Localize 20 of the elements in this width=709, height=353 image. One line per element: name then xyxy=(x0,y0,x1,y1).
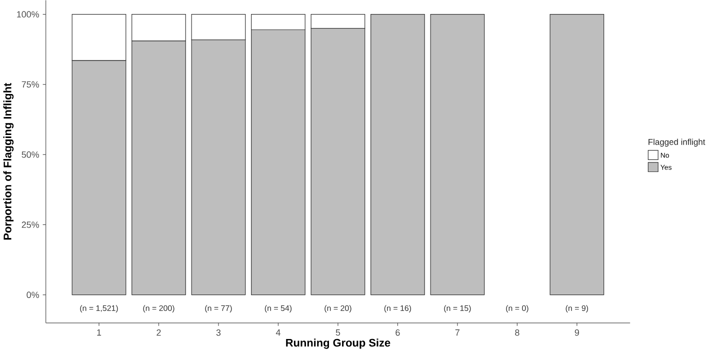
y-axis-title: Porportion of Flagging Inflight xyxy=(3,83,14,240)
x-tick-label: 5 xyxy=(336,329,340,336)
x-tick-label: 6 xyxy=(396,329,400,336)
bar xyxy=(550,14,604,296)
y-tick-label: 0% xyxy=(26,292,39,298)
y-tick-label: 25% xyxy=(22,222,39,228)
x-tick-label: 1 xyxy=(97,329,102,336)
y-tick-label: 50% xyxy=(22,151,39,158)
x-tick-label: 9 xyxy=(574,329,579,336)
x-tick-label: 7 xyxy=(455,329,460,336)
bar xyxy=(430,14,485,296)
x-tick-label: 8 xyxy=(515,329,520,336)
legend-title: Flagged inflight xyxy=(648,138,706,147)
y-tick-label: 75% xyxy=(22,81,39,88)
x-tick-label: 2 xyxy=(156,329,161,336)
x-tick-label: 4 xyxy=(276,329,280,336)
bar xyxy=(370,14,425,296)
x-tick-label: 3 xyxy=(216,329,221,336)
x-axis-title: Running Group Size xyxy=(286,338,390,349)
y-tick-label: 100% xyxy=(17,11,39,18)
